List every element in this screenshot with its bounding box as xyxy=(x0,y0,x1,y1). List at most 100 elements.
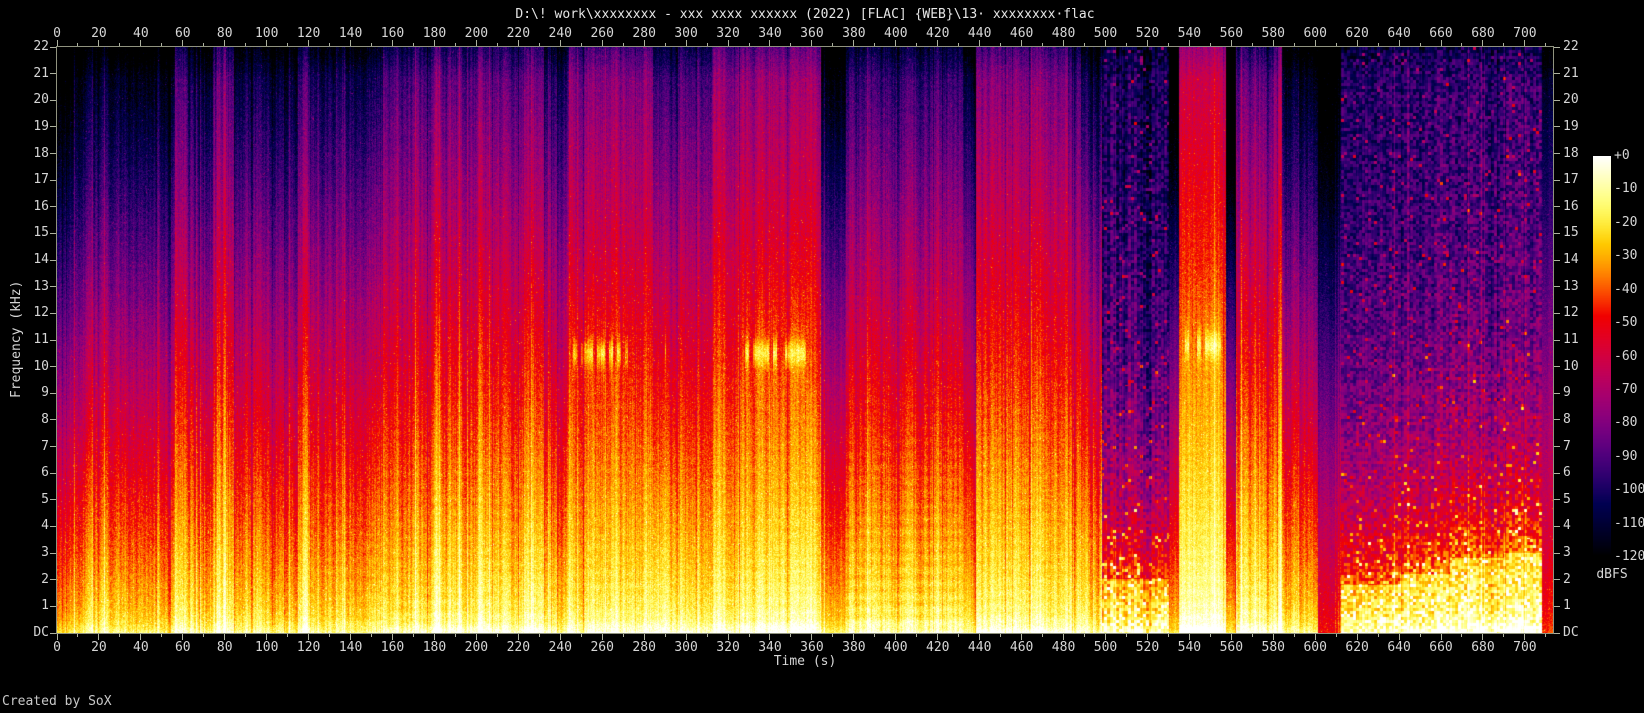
y-tick-left xyxy=(50,259,56,261)
x-major-tick-bottom xyxy=(1356,634,1358,640)
x-tick-label-bottom: 260 xyxy=(590,640,614,655)
x-major-tick-bottom xyxy=(979,634,981,640)
x-tick-label-top: 420 xyxy=(925,26,950,41)
y-tick-right xyxy=(1554,232,1560,234)
x-major-tick-top xyxy=(1188,40,1190,46)
x-major-tick-bottom xyxy=(1314,634,1316,640)
x-major-tick-bottom xyxy=(1021,634,1023,640)
x-major-tick-bottom xyxy=(769,634,771,640)
x-tick-label-top: 480 xyxy=(1051,26,1076,41)
x-major-tick-top xyxy=(559,40,561,46)
y-tick-right xyxy=(1554,312,1560,314)
x-minor-tick-top xyxy=(1419,43,1421,46)
x-tick-label-top: 40 xyxy=(133,26,149,41)
spectrogram-canvas xyxy=(57,47,1553,633)
x-minor-tick-top xyxy=(832,43,834,46)
x-tick-label-top: 540 xyxy=(1177,26,1202,41)
x-major-tick-top xyxy=(182,40,184,46)
y-tick-label-left: 13 xyxy=(33,278,49,294)
colorbar-tick-label: -100 xyxy=(1614,482,1644,498)
x-major-tick-top xyxy=(811,40,813,46)
y-tick-left xyxy=(50,312,56,314)
x-major-tick-top xyxy=(1021,40,1023,46)
x-major-tick-top xyxy=(1440,40,1442,46)
x-tick-label-top: 360 xyxy=(800,26,824,41)
y-tick-right xyxy=(1554,446,1560,448)
x-major-tick-top xyxy=(769,40,771,46)
y-tick-left xyxy=(50,472,56,474)
x-major-tick-top xyxy=(266,40,268,46)
x-minor-tick-bottom xyxy=(454,634,456,637)
x-tick-label-top: 560 xyxy=(1219,26,1244,41)
x-minor-tick-top xyxy=(412,43,414,46)
y-tick-left xyxy=(50,99,56,101)
x-tick-label-bottom: 320 xyxy=(716,640,740,655)
x-major-tick-bottom xyxy=(56,634,58,640)
x-tick-label-bottom: 180 xyxy=(422,640,447,655)
x-tick-label-top: 220 xyxy=(506,26,531,41)
y-tick-label-right: 2 xyxy=(1563,571,1571,587)
x-minor-tick-top xyxy=(287,43,289,46)
y-tick-label-right: 21 xyxy=(1563,65,1579,81)
y-tick-left xyxy=(50,232,56,234)
x-tick-label-bottom: 420 xyxy=(925,640,950,655)
y-tick-left xyxy=(50,286,56,288)
y-tick-label-left: 12 xyxy=(33,305,49,321)
x-minor-tick-top xyxy=(1000,43,1002,46)
x-minor-tick-top xyxy=(1545,43,1547,46)
x-tick-label-bottom: 340 xyxy=(758,640,782,655)
x-major-tick-top xyxy=(517,40,519,46)
x-minor-tick-bottom xyxy=(1167,634,1169,637)
x-major-tick-top xyxy=(853,40,855,46)
x-major-tick-top xyxy=(140,40,142,46)
x-minor-tick-top xyxy=(119,43,121,46)
x-major-tick-top xyxy=(350,40,352,46)
y-tick-label-right: 8 xyxy=(1563,411,1571,427)
x-tick-label-bottom: 200 xyxy=(464,640,489,655)
x-tick-label-bottom: 540 xyxy=(1177,640,1202,655)
y-tick-right xyxy=(1554,525,1560,527)
y-tick-right xyxy=(1554,206,1560,208)
x-tick-label-bottom: 640 xyxy=(1387,640,1411,655)
x-major-tick-top xyxy=(98,40,100,46)
x-tick-label-top: 600 xyxy=(1303,26,1327,41)
x-major-tick-top xyxy=(308,40,310,46)
x-minor-tick-bottom xyxy=(1251,634,1253,637)
x-major-tick-bottom xyxy=(1524,634,1526,640)
x-major-tick-bottom xyxy=(182,634,184,640)
x-minor-tick-top xyxy=(1084,43,1086,46)
x-tick-label-top: 0 xyxy=(53,26,61,41)
x-major-tick-top xyxy=(1398,40,1400,46)
y-tick-right xyxy=(1554,392,1560,394)
x-tick-label-top: 120 xyxy=(296,26,321,41)
x-minor-tick-top xyxy=(916,43,918,46)
y-tick-right xyxy=(1554,632,1560,634)
x-minor-tick-top xyxy=(329,43,331,46)
y-tick-label-left: 22 xyxy=(33,39,49,54)
x-major-tick-bottom xyxy=(308,634,310,640)
x-minor-tick-top xyxy=(203,43,205,46)
x-minor-tick-bottom xyxy=(1125,634,1127,637)
y-tick-left xyxy=(50,525,56,527)
y-tick-left xyxy=(50,446,56,448)
x-minor-tick-top xyxy=(790,43,792,46)
y-tick-label-right: 18 xyxy=(1563,145,1579,161)
x-minor-tick-top xyxy=(1209,43,1211,46)
y-tick-right xyxy=(1554,259,1560,261)
x-minor-tick-top xyxy=(245,43,247,46)
x-minor-tick-bottom xyxy=(790,634,792,637)
colorbar-tick-label: -80 xyxy=(1614,415,1638,431)
x-minor-tick-top xyxy=(1167,43,1169,46)
x-tick-label-top: 500 xyxy=(1093,26,1118,41)
colorbar xyxy=(1593,156,1611,557)
colorbar-tick-label: -60 xyxy=(1614,348,1638,364)
x-tick-label-bottom: 280 xyxy=(632,640,656,655)
x-minor-tick-bottom xyxy=(874,634,876,637)
y-tick-right xyxy=(1554,73,1560,75)
y-tick-left xyxy=(50,632,56,634)
x-minor-tick-bottom xyxy=(832,634,834,637)
x-minor-tick-bottom xyxy=(1419,634,1421,637)
x-minor-tick-top xyxy=(1377,43,1379,46)
x-minor-tick-bottom xyxy=(1377,634,1379,637)
x-minor-tick-bottom xyxy=(1084,634,1086,637)
